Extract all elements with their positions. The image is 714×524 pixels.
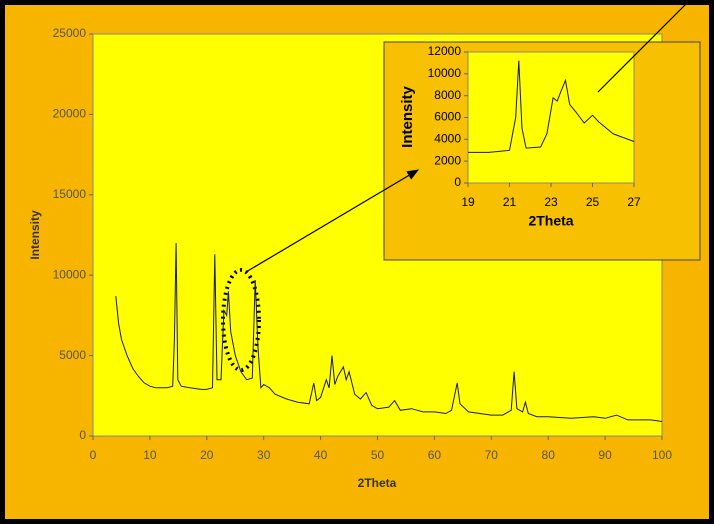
y-tick-label: 6000 [434,110,461,124]
x-tick-label: 10 [143,448,157,462]
y-tick-label: 0 [79,428,86,442]
highlight-ellipse [221,268,261,372]
x-tick-label: 23 [544,195,558,209]
x-tick-label: 20 [200,448,214,462]
x-tick-label: 40 [314,448,328,462]
spectrum-line [115,242,663,422]
inset-plot-area [467,51,635,184]
x-tick-label: 21 [503,195,517,209]
x-tick-label: 100 [652,448,672,462]
y-tick-label: 5000 [59,348,86,362]
x-tick-label: 27 [627,195,641,209]
x-tick-label: 50 [371,448,385,462]
x-tick-label: 80 [542,448,556,462]
x-tick-label: 30 [257,448,271,462]
y-tick-label: 25000 [53,26,87,40]
inset-x-axis-label: 2Theta [528,213,573,229]
y-tick-label: 0 [454,175,461,189]
y-tick-label: 20000 [53,107,87,121]
y-tick-label: 10000 [428,66,462,80]
y-tick-label: 2000 [434,153,461,167]
x-tick-label: 60 [428,448,442,462]
x-tick-label: 19 [461,195,475,209]
y-tick-label: 12000 [428,44,462,58]
x-tick-label: 90 [598,448,612,462]
x-axis-label: 2Theta [358,476,397,490]
x-tick-label: 0 [90,448,97,462]
x-tick-label: 25 [586,195,600,209]
zoom-arrow [245,169,420,273]
y-tick-label: 15000 [53,187,87,201]
pointer-line [597,3,687,93]
x-tick-label: 70 [485,448,499,462]
spectrum-line [468,60,635,153]
y-tick-label: 4000 [434,132,461,146]
y-axis-label: Intensity [28,210,42,260]
y-tick-label: 10000 [53,267,87,281]
inset-y-axis-label: Intensity [399,86,416,148]
y-tick-label: 8000 [434,88,461,102]
